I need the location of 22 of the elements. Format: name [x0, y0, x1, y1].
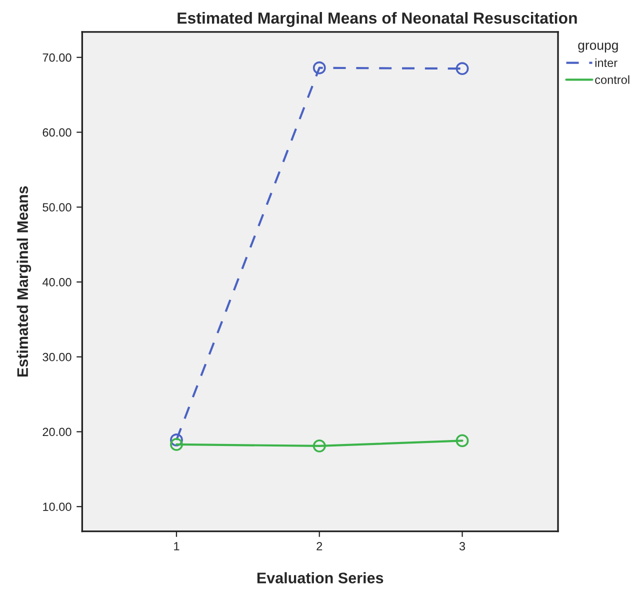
- y-tick-label: 60.00: [42, 128, 72, 137]
- y-tick-label: 40.00: [42, 278, 72, 286]
- x-tick-label: 3: [459, 542, 466, 550]
- point: [456, 62, 469, 76]
- legend-label: control: [595, 75, 630, 84]
- legend-label: inter: [595, 58, 618, 68]
- y-tick-label: 10.00: [43, 502, 72, 511]
- x-axis-title: Evaluation Series: [257, 572, 384, 584]
- y-axis-title: Estimated Marginal Means: [16, 186, 32, 377]
- point: [312, 439, 326, 452]
- point: [170, 434, 183, 446]
- y-tick-label: 30.00: [42, 352, 72, 362]
- legend-title: groupg: [578, 42, 618, 52]
- x-tick-label: 1: [174, 542, 180, 550]
- chart-title: Estimated Marginal Means of Neonatal Resuscitation: [178, 12, 577, 27]
- y-tick-label: 50.00: [42, 203, 72, 212]
- point: [312, 61, 326, 74]
- point: [170, 438, 183, 451]
- point: [456, 434, 469, 448]
- x-tick-label: 2: [316, 542, 322, 550]
- y-tick-label: 20.00: [42, 428, 72, 436]
- y-tick-label: 70.00: [42, 53, 72, 62]
